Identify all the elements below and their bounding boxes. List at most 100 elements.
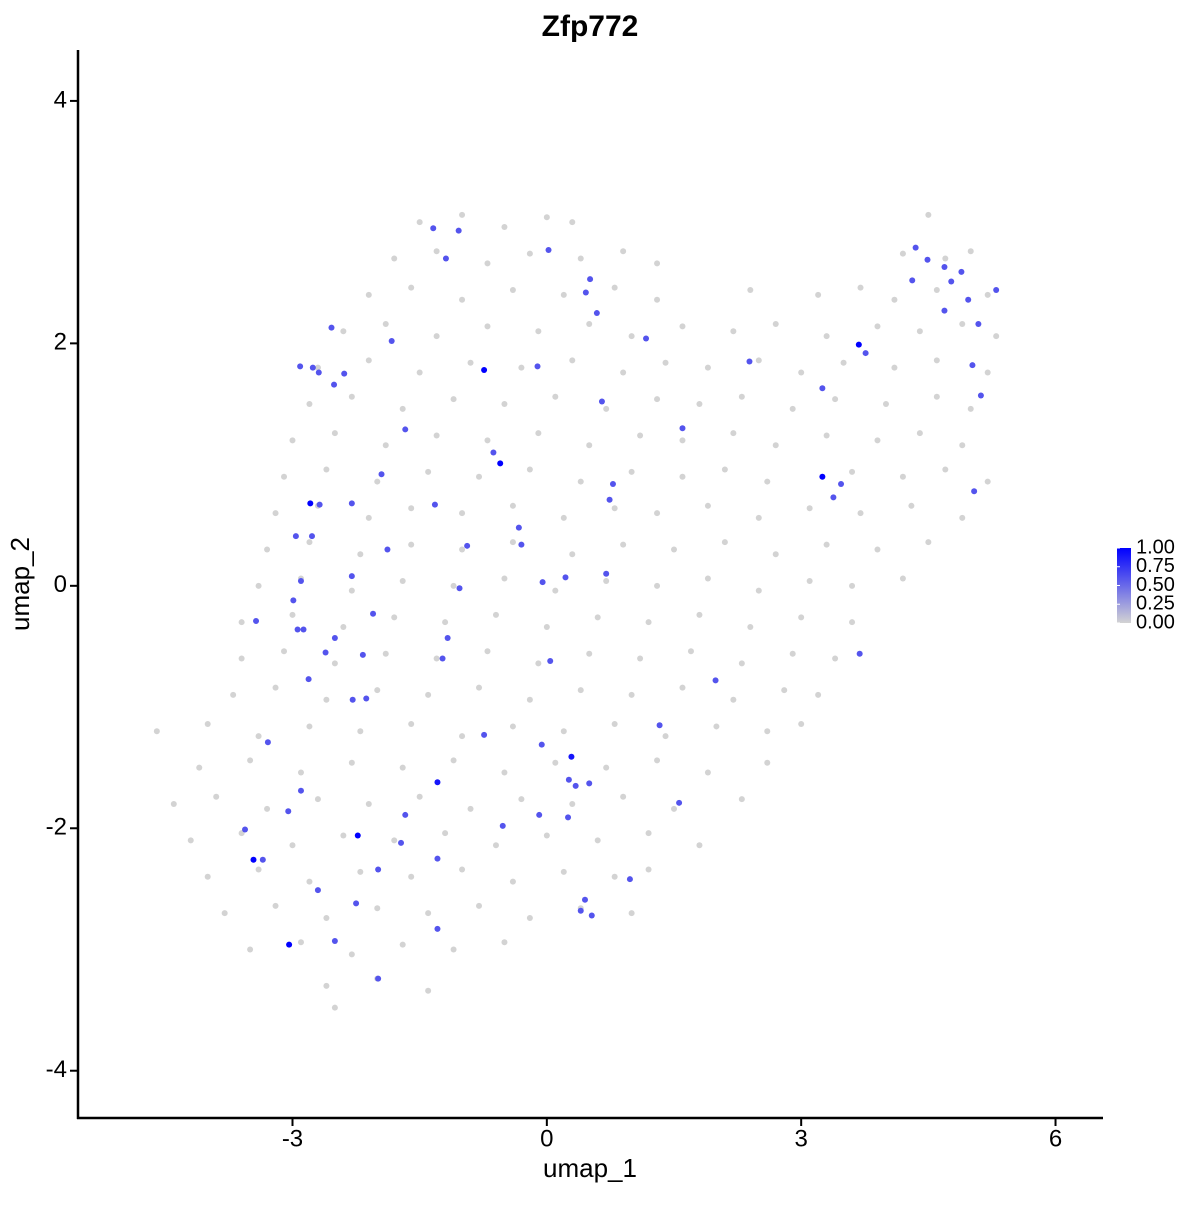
colorbar-label: 0.75 <box>1136 555 1175 577</box>
point <box>331 660 338 667</box>
point <box>518 364 525 371</box>
point <box>806 505 813 512</box>
point <box>823 541 830 548</box>
point <box>430 225 437 232</box>
y-tick-label: -4 <box>46 1056 67 1083</box>
colorbar-label: 0.25 <box>1136 593 1175 615</box>
point <box>942 466 949 473</box>
point <box>806 577 813 584</box>
point <box>297 939 304 946</box>
point <box>518 541 525 548</box>
point <box>196 764 203 771</box>
point <box>552 759 559 766</box>
point <box>856 650 863 657</box>
point <box>857 284 864 291</box>
point <box>611 284 618 291</box>
point <box>459 296 466 303</box>
point <box>378 471 385 478</box>
point <box>281 473 288 480</box>
point <box>328 324 335 331</box>
point <box>984 369 991 376</box>
point <box>620 793 627 800</box>
point <box>569 801 576 808</box>
point <box>305 676 312 683</box>
point <box>481 367 488 374</box>
point <box>467 359 474 366</box>
point <box>755 357 762 364</box>
point <box>671 805 678 812</box>
point <box>323 914 330 921</box>
point <box>399 764 406 771</box>
point <box>204 873 211 880</box>
point <box>467 805 474 812</box>
y-tick-label: 2 <box>54 329 67 356</box>
point <box>238 655 245 662</box>
colorbar-label: 0.50 <box>1136 574 1175 596</box>
point <box>425 468 432 475</box>
colorbar-label: 1.00 <box>1136 536 1175 558</box>
point <box>581 896 588 903</box>
point <box>297 769 304 776</box>
point <box>515 524 522 531</box>
point <box>331 938 338 945</box>
point <box>539 579 546 586</box>
point <box>967 248 974 255</box>
point <box>687 648 694 655</box>
point <box>594 837 601 844</box>
point <box>586 320 593 327</box>
point <box>439 655 446 662</box>
point <box>611 721 618 728</box>
point <box>862 350 869 357</box>
point <box>314 364 321 371</box>
point <box>314 796 321 803</box>
point <box>572 782 579 789</box>
point <box>967 405 974 412</box>
point <box>721 539 728 546</box>
point <box>577 687 584 694</box>
point <box>637 655 644 662</box>
point <box>408 505 415 512</box>
point <box>501 400 508 407</box>
point <box>382 320 389 327</box>
point <box>606 496 613 503</box>
point <box>679 473 686 480</box>
point <box>450 582 457 589</box>
x-tick-label: 6 <box>1049 1125 1062 1152</box>
point <box>297 363 304 370</box>
point <box>408 541 415 548</box>
point <box>518 796 525 803</box>
point <box>374 687 381 694</box>
point <box>353 900 360 907</box>
point <box>357 551 364 558</box>
point <box>588 912 595 919</box>
point <box>425 910 432 917</box>
point <box>264 739 271 746</box>
point <box>509 287 516 294</box>
point <box>857 510 864 517</box>
point <box>238 619 245 626</box>
point <box>357 868 364 875</box>
point <box>534 363 541 370</box>
point <box>365 801 372 808</box>
point <box>399 577 406 584</box>
point <box>738 660 745 667</box>
point <box>535 328 542 335</box>
point <box>384 546 391 553</box>
point <box>492 611 499 618</box>
point <box>382 650 389 657</box>
point <box>543 624 550 631</box>
point <box>450 396 457 403</box>
point <box>255 582 262 589</box>
point <box>924 256 931 263</box>
point <box>331 1004 338 1011</box>
point <box>365 357 372 364</box>
point <box>891 364 898 371</box>
point <box>382 442 389 449</box>
point <box>764 728 771 735</box>
point <box>948 278 955 285</box>
point <box>941 263 948 270</box>
point <box>798 369 805 376</box>
point <box>933 357 940 364</box>
point <box>476 473 483 480</box>
